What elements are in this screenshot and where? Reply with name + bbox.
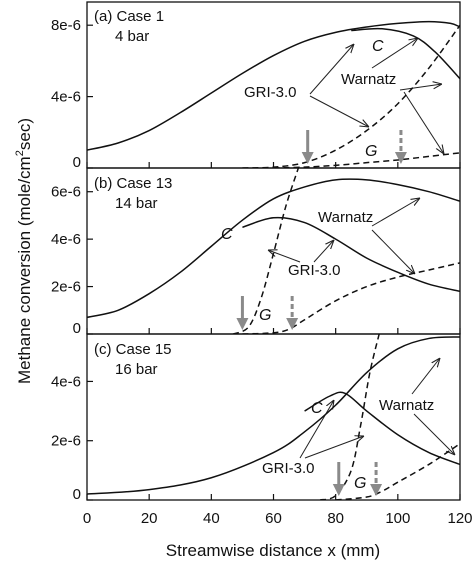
panel-a-gri-pointer-1 [309,44,354,95]
panel-a-series-g-gri [242,24,460,168]
panel-b-warnatz-pointer-2 [371,229,415,274]
panel-c-warnatz-label: Warnatz [379,397,434,414]
panel-a-gri-label: GRI-3.0 [244,84,297,101]
panel-b-annotations: Warnatz GRI-3.0 C G [221,198,420,324]
panel-c-gri-pointer-2 [304,436,364,459]
panel-a-series-g-warnatz [273,152,460,168]
panel-b-ytick-label-3: 6e-6 [51,184,81,201]
panel-a-warnatz-pointer-2 [399,84,442,91]
panel-b-warnatz-label: Warnatz [318,209,373,226]
panel-c-warnatz-pointer-1 [411,358,440,395]
panel-a-warnatz-label: Warnatz [341,71,396,88]
panel-a-annotations: Warnatz GRI-3.0 C G [244,38,444,160]
x-tick-label-2: 40 [203,510,220,527]
panel-a-ytick-label-1: 4e-6 [51,89,81,106]
panel-c-gri-label: GRI-3.0 [262,460,315,477]
panel-b-ignition-arrowhead-dashed [286,318,299,330]
panel-b-series-g-warnatz [242,262,460,334]
panel-a-series-c-gri [351,27,460,80]
panel-b-g-label: G [259,307,271,324]
panel-b-gri-label: GRI-3.0 [288,262,341,279]
panel-c-gri-pointer-1 [299,400,334,459]
panel-a-pressure: 4 bar [115,28,149,45]
x-tick-label-3: 60 [265,510,282,527]
panel-a-ignition-arrowhead-solid [301,152,314,164]
panel-a-series-c-warnatz [87,20,460,151]
x-tick-label-6: 120 [447,510,472,527]
panel-b-series-c-gri [242,216,460,293]
panel-b-label: (b) Case 13 [94,175,172,192]
panel-b-frame [86,167,461,335]
panel-c-series-g-gri [319,334,380,500]
x-tick-label-5: 100 [385,510,410,527]
panel-c-ignition-arrowhead-dashed [370,484,383,496]
chart-layer: 0 4e-6 8e-6 0 2e-6 4e-6 6e-6 0 2e-6 4e-6 0 20 40 60 80… [51,17,473,527]
panel-c-label: (c) Case 15 [94,341,172,358]
panel-b-ignition-arrowhead-solid [236,318,249,330]
x-tick-label-1: 20 [141,510,158,527]
panel-a-g-label: G [365,143,377,160]
panel-a-label: (a) Case 1 [94,8,164,25]
panel-a-warnatz-pointer-3 [403,91,444,154]
panel-c-ytick-label-0: 0 [73,486,81,503]
panel-c-pressure: 16 bar [115,361,158,378]
panel-b-gri-pointer-1 [268,250,301,263]
panel-b-ytick-label-0: 0 [73,320,81,337]
panel-a-c-label: C [372,38,384,55]
panel-c-ytick-label-1: 2e-6 [51,433,81,450]
y-axis-title: Methane conversion (mole/cm2sec) [14,118,34,384]
panel-c-g-label: G [354,475,366,492]
panel-b-gri-pointer-2 [313,240,334,263]
x-tick-label-4: 80 [327,510,344,527]
x-axis-title: Streamwise distance x (mm) [166,541,380,560]
panel-a-gri-pointer-2 [309,95,369,127]
panel-c-warnatz-pointer-2 [413,413,455,455]
panel-b-ytick-label-2: 4e-6 [51,231,81,248]
panel-b-ytick-label-1: 2e-6 [51,279,81,296]
panel-c-annotations: Warnatz GRI-3.0 C G [262,358,455,492]
panel-a-warnatz-pointer-1 [371,38,418,69]
panel-c-series-c-warnatz [87,336,460,495]
x-tick-label-0: 0 [83,510,91,527]
panel-b-pressure: 14 bar [115,195,158,212]
panel-c-series-g-warnatz [335,443,460,500]
panel-b-warnatz-pointer-1 [371,198,420,227]
panel-c-c-label: C [311,400,323,417]
panel-b-series-c-warnatz [87,178,460,319]
panel-a-ytick-label-0: 0 [73,154,81,171]
panel-a-ignition-arrowhead-dashed [394,152,407,164]
panel-b-series-g-gri [232,168,300,334]
panel-c-ignition-arrowhead-solid [332,484,345,496]
panel-c-series-c-gri [304,391,460,466]
panel-c-ytick-label-2: 4e-6 [51,373,81,390]
panel-a-ytick-label-2: 8e-6 [51,17,81,34]
